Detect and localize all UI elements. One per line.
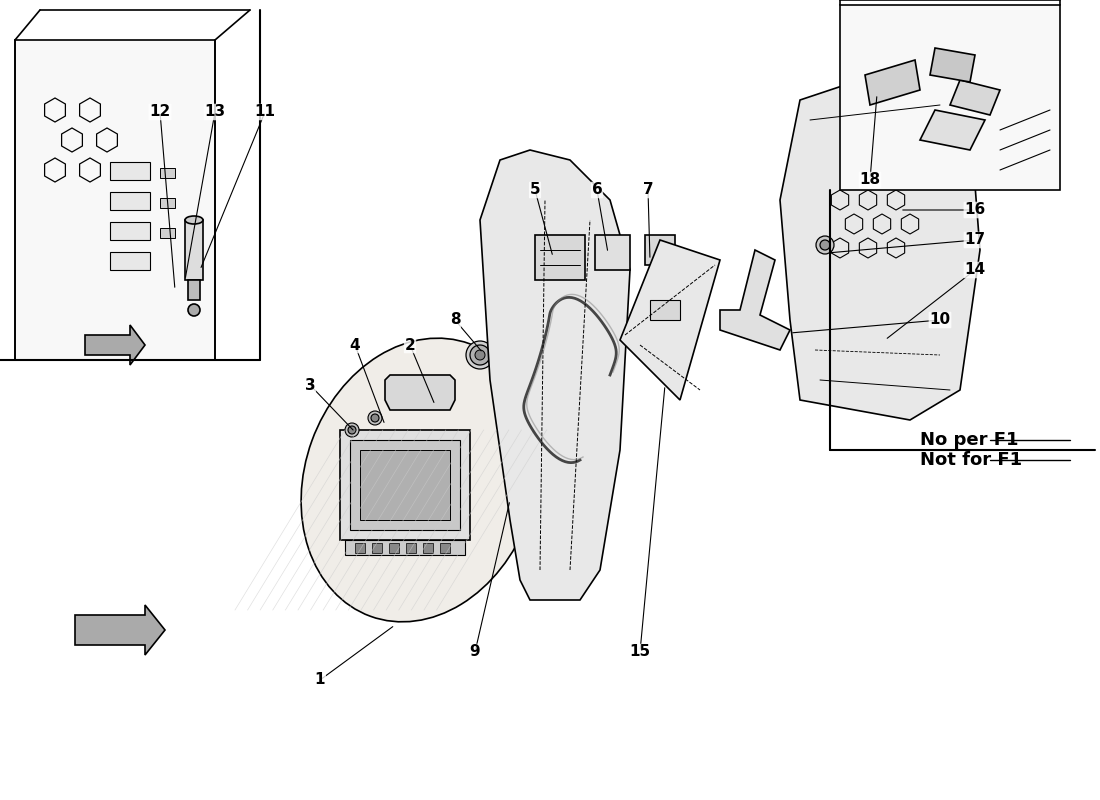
Polygon shape — [424, 543, 433, 553]
Polygon shape — [650, 300, 680, 320]
Text: 10: 10 — [930, 313, 950, 327]
Polygon shape — [160, 228, 175, 238]
Circle shape — [188, 304, 200, 316]
Polygon shape — [389, 543, 399, 553]
Polygon shape — [188, 280, 200, 300]
Text: No per F1: No per F1 — [920, 431, 1019, 449]
Polygon shape — [372, 543, 382, 553]
Polygon shape — [480, 150, 630, 600]
Polygon shape — [160, 168, 175, 178]
Polygon shape — [110, 252, 150, 270]
Polygon shape — [85, 325, 145, 365]
Polygon shape — [535, 235, 585, 280]
Text: 18: 18 — [859, 173, 881, 187]
Polygon shape — [620, 240, 721, 400]
Polygon shape — [865, 60, 920, 105]
Circle shape — [345, 423, 359, 437]
Text: 12: 12 — [150, 105, 170, 119]
Text: 1: 1 — [315, 673, 326, 687]
Polygon shape — [15, 40, 214, 360]
Text: 7: 7 — [642, 182, 653, 198]
Polygon shape — [930, 48, 975, 82]
Text: 6: 6 — [592, 182, 603, 198]
Circle shape — [368, 411, 382, 425]
Polygon shape — [185, 220, 204, 280]
Polygon shape — [720, 250, 790, 350]
Polygon shape — [840, 5, 1060, 190]
Text: 9: 9 — [470, 645, 481, 659]
Text: 17: 17 — [965, 233, 986, 247]
Polygon shape — [950, 80, 1000, 115]
Text: 16: 16 — [965, 202, 986, 218]
Text: 5: 5 — [530, 182, 540, 198]
Polygon shape — [920, 110, 984, 150]
Polygon shape — [440, 543, 450, 553]
Polygon shape — [355, 543, 365, 553]
Circle shape — [820, 240, 830, 250]
Text: 11: 11 — [254, 105, 275, 119]
Circle shape — [466, 341, 494, 369]
Circle shape — [475, 350, 485, 360]
Text: 14: 14 — [965, 262, 986, 278]
Circle shape — [470, 345, 490, 365]
Polygon shape — [345, 540, 465, 555]
Polygon shape — [595, 235, 630, 270]
Polygon shape — [110, 192, 150, 210]
Circle shape — [348, 426, 356, 434]
Text: 3: 3 — [305, 378, 316, 393]
Polygon shape — [385, 375, 455, 410]
Text: 15: 15 — [629, 645, 650, 659]
Circle shape — [816, 236, 834, 254]
Polygon shape — [110, 222, 150, 240]
Circle shape — [371, 414, 380, 422]
Polygon shape — [645, 235, 675, 265]
Polygon shape — [350, 440, 460, 530]
Text: 2: 2 — [405, 338, 416, 353]
Polygon shape — [406, 543, 416, 553]
Polygon shape — [780, 80, 980, 420]
Polygon shape — [160, 198, 175, 208]
Text: 4: 4 — [350, 338, 361, 353]
Polygon shape — [110, 162, 150, 180]
Polygon shape — [360, 450, 450, 520]
Polygon shape — [340, 430, 470, 540]
Text: Not for F1: Not for F1 — [920, 451, 1022, 469]
Ellipse shape — [185, 216, 204, 224]
Text: 13: 13 — [205, 105, 225, 119]
Text: 8: 8 — [450, 313, 460, 327]
Polygon shape — [75, 605, 165, 655]
Ellipse shape — [301, 338, 539, 622]
